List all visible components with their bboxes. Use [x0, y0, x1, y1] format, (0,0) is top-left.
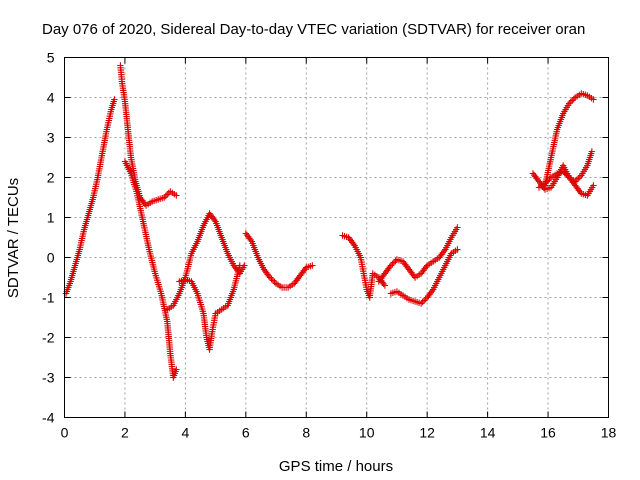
- data-point: [269, 277, 277, 284]
- x-tick-label: 14: [480, 425, 496, 441]
- data-point: [173, 366, 180, 373]
- data-point: [575, 175, 582, 182]
- data-point: [309, 262, 316, 269]
- y-tick-label: -2: [42, 330, 55, 346]
- y-axis-label: SDTVAR / TECUs: [5, 178, 22, 298]
- data-point: [271, 278, 278, 286]
- data-point: [162, 192, 169, 200]
- data-point: [454, 246, 461, 253]
- y-tick-label: 4: [47, 90, 55, 106]
- series-sat-i: [387, 246, 461, 307]
- series-sat-d: [164, 210, 248, 313]
- series-sat-a: [62, 96, 118, 297]
- data-point: [573, 176, 580, 184]
- plot-frame: [64, 57, 609, 418]
- y-tick-label: 5: [47, 50, 55, 66]
- x-tick-label: 16: [540, 425, 556, 441]
- series-sat-e: [176, 262, 243, 353]
- chart-title: Day 076 of 2020, Sidereal Day-to-day VTE…: [42, 21, 585, 38]
- data-point: [161, 194, 168, 201]
- series-sat-c: [121, 158, 180, 381]
- data-point: [173, 192, 180, 199]
- data-point: [389, 260, 396, 268]
- y-tick-label: -1: [42, 290, 55, 306]
- data-point: [454, 224, 461, 231]
- y-tick-label: 0: [47, 250, 55, 266]
- x-tick-label: 8: [302, 425, 310, 441]
- series-sat-l: [541, 90, 597, 189]
- data-point: [419, 298, 426, 306]
- data-point: [588, 148, 596, 155]
- x-tick-label: 18: [601, 425, 617, 441]
- data-points: [62, 62, 597, 381]
- data-point: [576, 173, 583, 181]
- data-point: [559, 168, 567, 175]
- y-tick-label: 3: [47, 130, 55, 146]
- data-point: [590, 182, 597, 189]
- data-point: [417, 300, 425, 307]
- data-point: [561, 169, 568, 177]
- y-tick-label: 1: [47, 210, 55, 226]
- series-sat-f: [242, 230, 316, 291]
- data-point: [266, 274, 274, 281]
- data-point: [390, 259, 398, 266]
- x-tick-label: 12: [419, 425, 435, 441]
- data-point: [422, 295, 429, 303]
- grid-lines: [64, 57, 609, 418]
- data-point: [387, 262, 395, 269]
- series-sat-b: [117, 62, 180, 209]
- data-point: [111, 96, 118, 103]
- y-tick-label: 2: [47, 170, 55, 186]
- x-tick-label: 10: [359, 425, 375, 441]
- data-point: [392, 257, 399, 265]
- x-tick-label: 6: [242, 425, 250, 441]
- data-point: [569, 97, 576, 104]
- x-tick-label: 2: [121, 425, 129, 441]
- series-sat-g: [339, 232, 389, 301]
- x-axis-label: GPS time / hours: [279, 458, 393, 475]
- x-tick-label: 0: [61, 425, 69, 441]
- data-point: [567, 98, 574, 106]
- data-point: [420, 297, 428, 304]
- data-point: [570, 95, 577, 103]
- y-tick-label: -3: [42, 370, 55, 386]
- data-point: [564, 172, 571, 180]
- data-point: [268, 275, 275, 283]
- data-point: [566, 100, 573, 107]
- data-point: [590, 96, 597, 103]
- data-point: [572, 178, 579, 185]
- y-tick-label: -4: [42, 410, 55, 426]
- data-point: [164, 191, 171, 198]
- data-point: [562, 171, 570, 178]
- data-point: [381, 282, 389, 289]
- series-sat-h: [375, 224, 461, 285]
- data-point: [236, 262, 243, 269]
- x-tick-label: 4: [181, 425, 189, 441]
